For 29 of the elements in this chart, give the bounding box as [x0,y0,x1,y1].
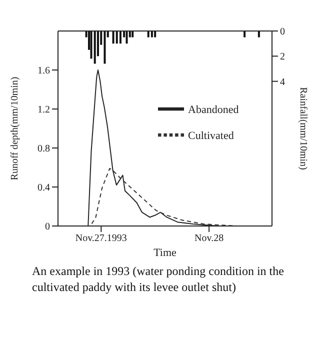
legend-label: Cultivated [188,130,234,142]
bar [104,31,106,64]
x-axis-title: Time [154,247,177,259]
y2-tick-label: 0 [280,26,285,38]
bar [258,31,260,38]
bar [119,31,122,44]
bar [132,31,134,38]
bar [126,31,128,44]
bar [147,31,150,38]
y-tick-label: 1.2 [38,104,50,116]
bar [244,31,246,38]
y-tick-label: 1.6 [38,66,50,77]
y-tick-label: 0 [45,222,50,233]
bar [116,31,118,44]
bar [150,31,153,38]
x-tick-label: Nov.27.1993 [75,233,127,244]
bar [112,31,114,44]
y2-tick-label: 2 [280,52,285,63]
y-axis-title: Runoff depth(mm/10min) [10,76,21,180]
x-tick-label: Nov.28 [194,233,224,244]
y2-axis-title: Rainfall(mm/10min) [297,87,308,170]
bar [90,31,92,59]
bar [94,31,96,64]
legend-label: Abandoned [188,104,239,116]
y-tick-label: 0.8 [38,144,50,155]
y-tick-label: 0.4 [38,182,50,194]
y2-tick-label: 4 [280,76,285,88]
text: An example in 1993 (water ponding condition in the cultivated paddy with its levee outlet shut) [31,263,285,296]
bar [154,31,156,38]
